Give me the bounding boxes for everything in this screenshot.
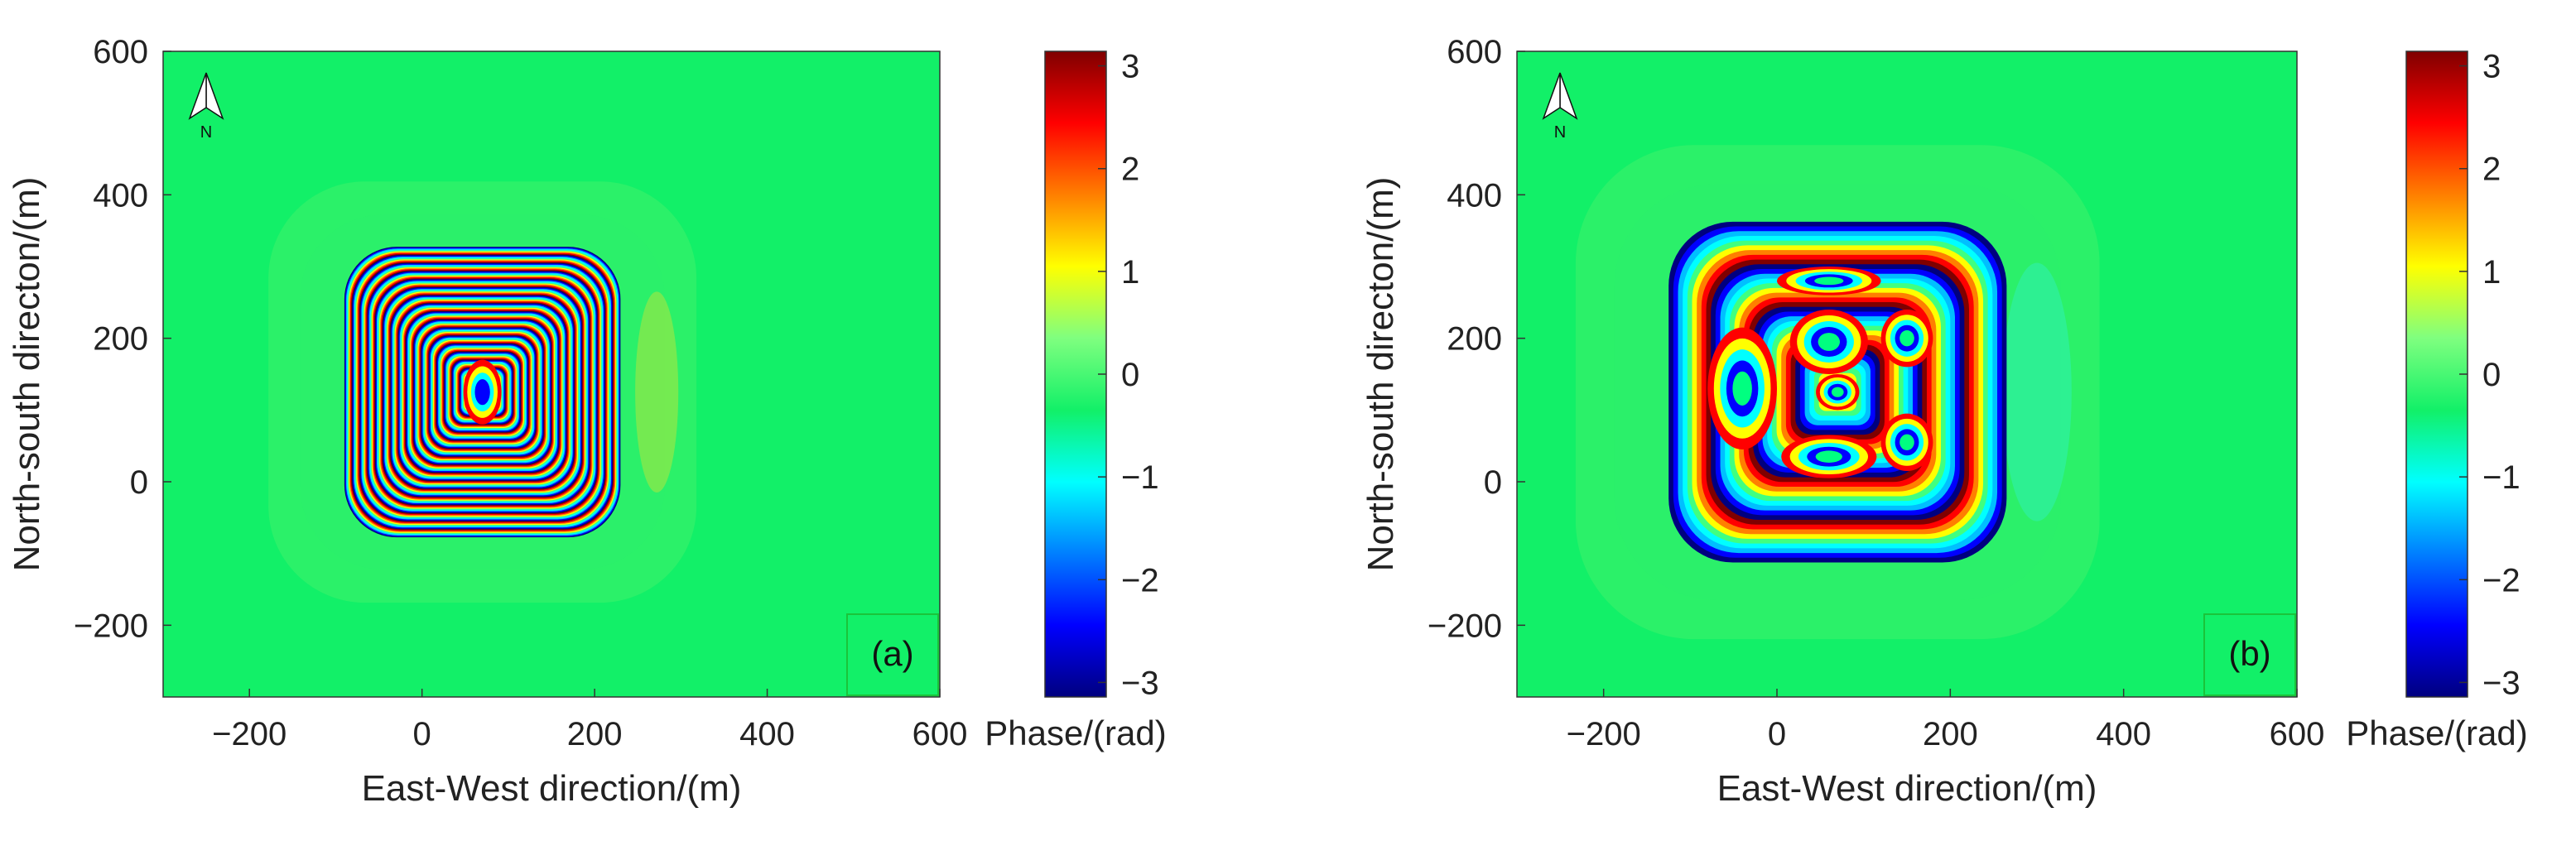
north-label: N — [1554, 123, 1566, 142]
colorbar — [2405, 50, 2468, 698]
colorbar-tick-label: −3 — [1121, 665, 1159, 701]
y-axis-label: North-south directon/(m) — [7, 177, 47, 572]
y-tick-label: −200 — [1428, 608, 1502, 644]
panel-tag-box — [846, 613, 939, 696]
colorbar-label: Phase/(rad) — [2346, 714, 2527, 752]
x-tick-label: −200 — [1567, 716, 1641, 752]
colorbar-tick-label: 3 — [1121, 49, 1139, 85]
x-tick-label: 600 — [2270, 716, 2325, 752]
x-tick-label: −200 — [212, 716, 286, 752]
colorbar — [1044, 50, 1107, 698]
y-tick-label: 400 — [1447, 177, 1502, 214]
colorbar-tick-label: 0 — [2482, 357, 2501, 393]
x-tick-label: 200 — [567, 716, 623, 752]
plot-frame — [1516, 50, 2298, 698]
side-lobe — [635, 291, 679, 493]
x-tick-label: 400 — [739, 716, 795, 752]
y-tick-label: 0 — [130, 464, 148, 501]
y-axis-label: North-south directon/(m) — [1360, 177, 1401, 572]
colorbar-tick-label: 2 — [2482, 151, 2501, 188]
phase-field — [1575, 145, 2100, 640]
fringe-loop — [1732, 371, 1752, 406]
colorbar-tick-label: 2 — [1121, 151, 1139, 188]
fringe-loop — [1814, 276, 1844, 286]
y-tick-label: 200 — [93, 321, 148, 358]
y-tick-label: 0 — [1484, 464, 1502, 501]
fringe-loop — [1831, 387, 1844, 397]
panel-tag-box — [2203, 613, 2296, 696]
y-tick-label: 600 — [93, 34, 148, 70]
colorbar-tick-label: 1 — [2482, 254, 2501, 291]
x-axis-label: East-West direction/(m) — [1717, 768, 2097, 809]
colorbar-tick-label: 3 — [2482, 49, 2501, 85]
fringe-loop — [1818, 333, 1840, 351]
colorbar-tick-label: −2 — [1121, 562, 1159, 598]
colorbar-tick-label: −2 — [2482, 562, 2521, 598]
colorbar-tick-label: 0 — [1121, 357, 1139, 393]
x-tick-label: 200 — [1923, 716, 1978, 752]
side-lobe — [2002, 262, 2072, 521]
x-tick-label: 400 — [2096, 716, 2151, 752]
y-tick-label: 200 — [1447, 321, 1502, 358]
x-tick-label: 0 — [413, 716, 431, 752]
plot-frame — [162, 50, 941, 698]
fringe-loop — [1899, 434, 1914, 451]
y-tick-label: −200 — [74, 608, 148, 644]
fringe-loop — [1815, 450, 1842, 463]
x-tick-label: 0 — [1768, 716, 1786, 752]
phase-field — [268, 181, 697, 603]
x-tick-label: 600 — [912, 716, 968, 752]
panel-tag: (b) — [2228, 634, 2270, 673]
fringe-center — [474, 379, 490, 406]
panel-b: N (b) −200 0 200 400 600 −200 0 200 400 600 East-Wes… — [1360, 34, 2528, 809]
fringe-loop — [1899, 329, 1914, 347]
colorbar-tick-label: −3 — [2482, 665, 2521, 701]
y-tick-label: 600 — [1447, 34, 1502, 70]
colorbar-tick-label: −1 — [1121, 459, 1159, 496]
panel-tag: (a) — [871, 634, 913, 673]
colorbar-label: Phase/(rad) — [985, 714, 1166, 752]
north-arrow-icon — [1542, 72, 1578, 120]
colorbar-tick-label: −1 — [2482, 459, 2521, 496]
panel-a: N (a) −200 0 200 400 600 −200 0 200 400 600 East-Wes… — [7, 34, 1167, 809]
north-label: N — [200, 123, 212, 142]
x-axis-label: East-West direction/(m) — [362, 768, 742, 809]
colorbar-tick-label: 1 — [1121, 254, 1139, 291]
y-tick-label: 400 — [93, 177, 148, 214]
north-arrow-icon — [188, 72, 224, 120]
